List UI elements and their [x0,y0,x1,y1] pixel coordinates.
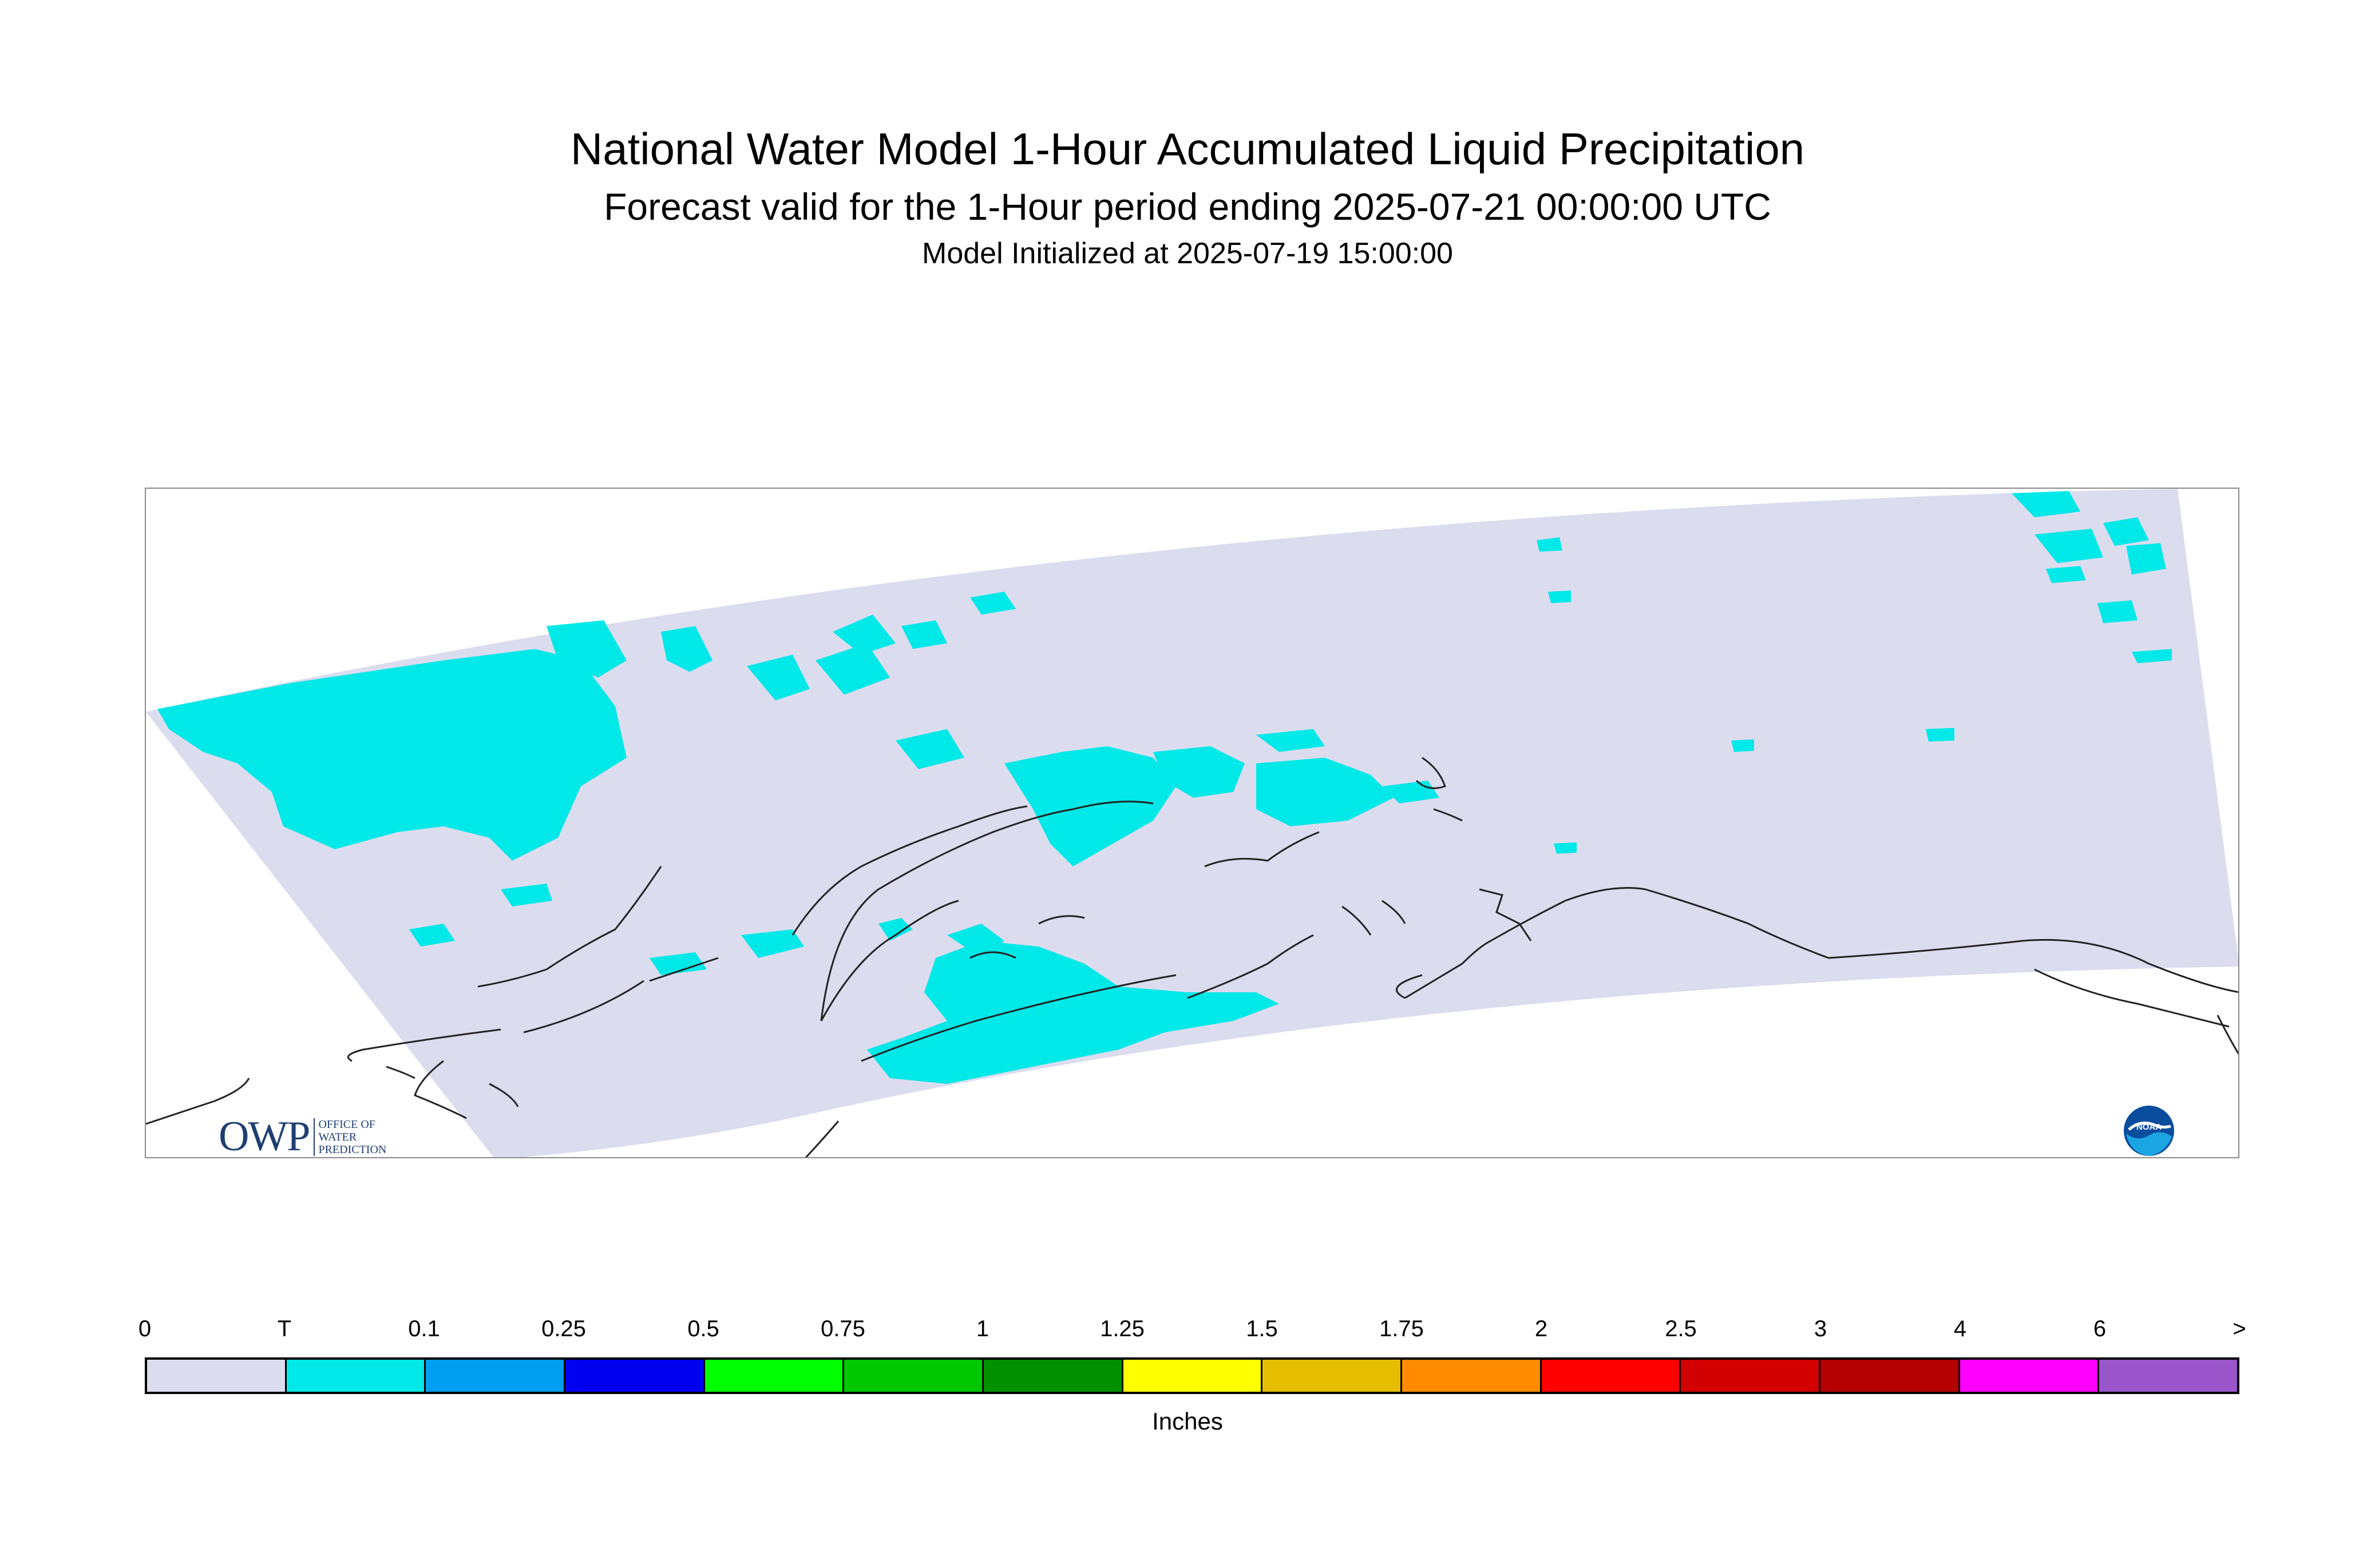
colorbar-cell [984,1360,1123,1392]
owp-logo-subtext: OFFICE OF WATER PREDICTION [314,1118,386,1156]
colorbar-cell [565,1360,705,1392]
legend-label: 3 [1814,1316,1827,1341]
colorbar-cell [426,1360,566,1392]
colorbar-cell [844,1360,984,1392]
colorbar-cell [704,1360,845,1392]
map-title: National Water Model 1-Hour Accumulated … [570,124,1805,174]
owp-logo: OWP OFFICE OF WATER PREDICTION [219,1112,386,1158]
colorbar-cell [1123,1360,1263,1392]
coastlines [146,757,2238,1157]
colorbar-cell [1820,1360,1960,1392]
legend-label: 0.75 [821,1316,865,1341]
legend-label: 1 [976,1316,989,1341]
legend-label: 2.5 [1665,1316,1697,1341]
model-init-time: Model Initialized at 2025-07-19 15:00:00 [922,237,1453,270]
colorbar-cell [1960,1360,2100,1392]
legend-units: Inches [1152,1408,1223,1435]
legend-label: 1.5 [1246,1316,1278,1341]
legend-label: 1.25 [1100,1316,1145,1341]
noaa-logo: NOAA [2124,1106,2174,1156]
precip-map [146,489,2238,1157]
colorbar-cell [1262,1360,1403,1392]
legend-colorbar [145,1357,2239,1394]
trace-precip-areas [157,491,2172,1084]
owp-logo-text: OWP [219,1113,310,1158]
legend-label: T [277,1316,292,1341]
legend-label: 4 [1953,1316,1967,1341]
noaa-logo-text: NOAA [2136,1122,2162,1132]
legend-label: > [2232,1316,2246,1341]
map-panel: OWP OFFICE OF WATER PREDICTION NOAA [145,488,2239,1158]
colorbar-cell [1681,1360,1821,1392]
colorbar-cell [1541,1360,1681,1392]
legend-label: 1.75 [1379,1316,1424,1341]
colorbar-cell [1402,1360,1542,1392]
legend-label: 6 [2093,1316,2107,1341]
map-subtitle: Forecast valid for the 1-Hour period end… [604,185,1771,228]
legend-label: 0 [138,1316,152,1341]
legend-label: 0.25 [541,1316,586,1341]
legend-label: 2 [1534,1316,1548,1341]
colorbar-cell [286,1360,426,1392]
legend-tick-labels: 0 T 0.1 0.25 0.5 0.75 1 1.25 1.5 1.75 2 … [0,1316,2375,1351]
legend-label: 0.5 [687,1316,719,1341]
legend-label: 0.1 [408,1316,440,1341]
colorbar-cell [147,1360,287,1392]
colorbar-cell [2099,1360,2238,1392]
